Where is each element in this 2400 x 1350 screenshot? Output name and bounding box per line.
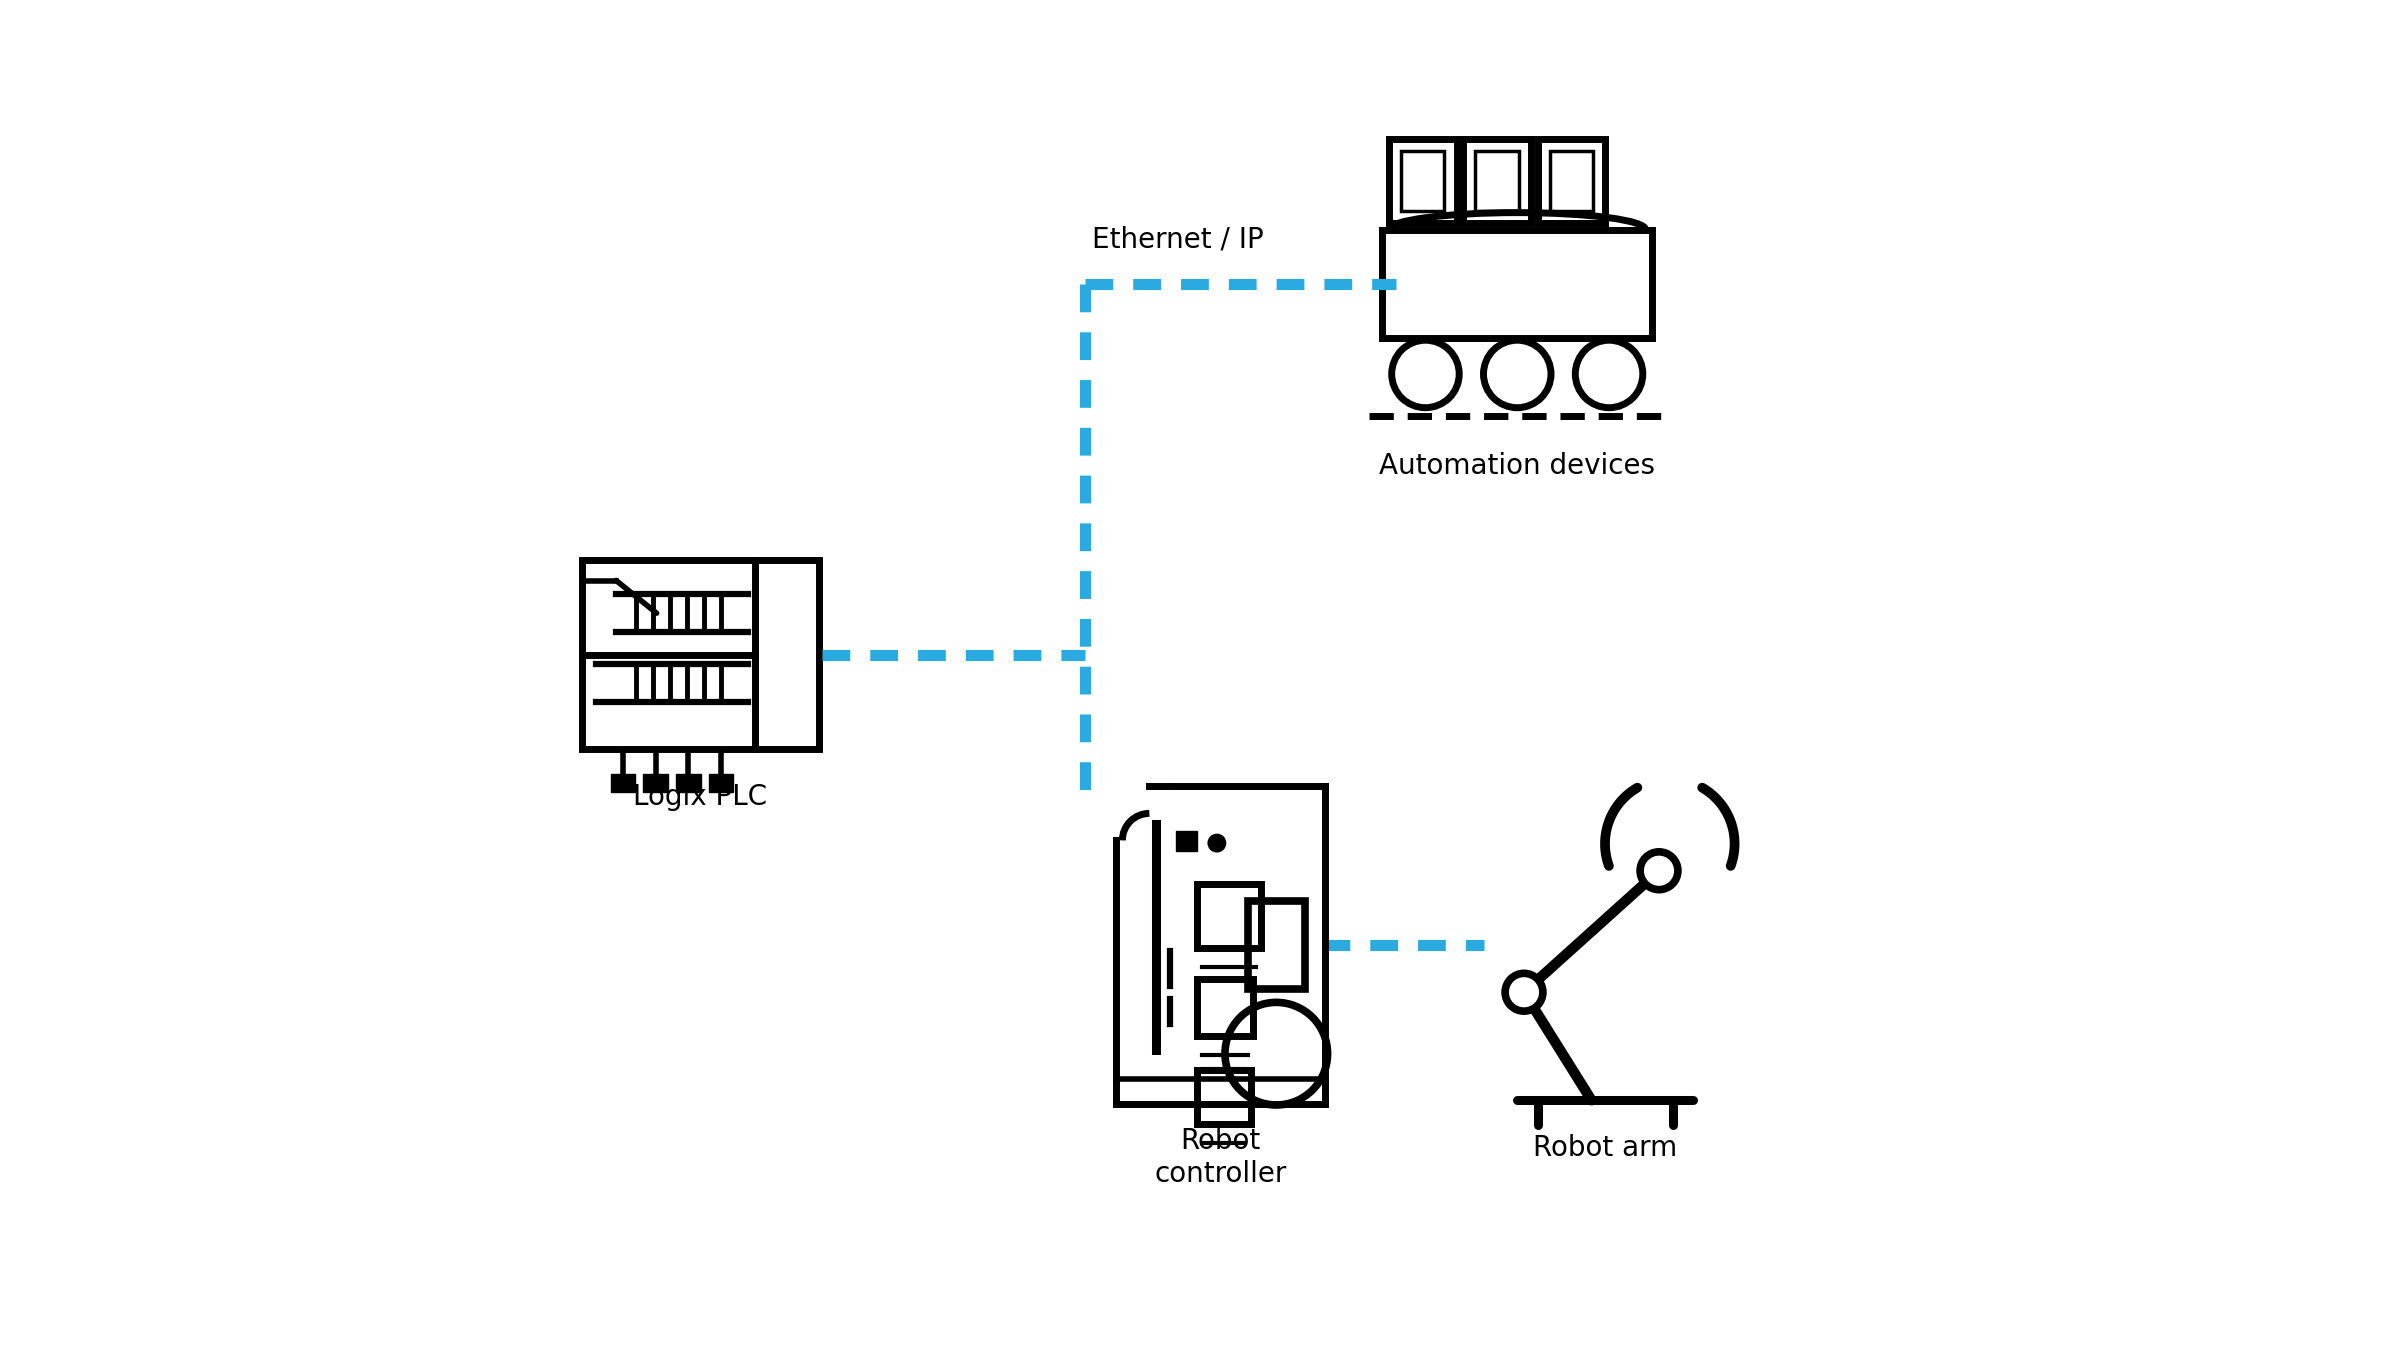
Bar <box>708 774 734 792</box>
Circle shape <box>1639 852 1678 890</box>
Circle shape <box>1207 833 1226 853</box>
Bar <box>610 774 636 792</box>
Bar <box>583 560 818 749</box>
Bar <box>1198 1069 1250 1123</box>
Bar <box>1402 151 1445 211</box>
Text: Robot
controller: Robot controller <box>1154 1127 1286 1188</box>
Text: Robot arm: Robot arm <box>1534 1134 1678 1162</box>
Bar <box>1176 830 1198 852</box>
Bar <box>1248 902 1306 988</box>
Bar <box>1382 230 1651 338</box>
Bar <box>1464 139 1531 223</box>
Circle shape <box>1505 973 1543 1011</box>
Bar <box>1198 884 1262 948</box>
Bar <box>1538 139 1606 223</box>
Bar <box>1198 980 1253 1037</box>
Bar <box>1476 151 1519 211</box>
Text: Ethernet / IP: Ethernet / IP <box>1092 225 1265 254</box>
Bar <box>643 774 667 792</box>
Bar <box>1550 151 1594 211</box>
Bar <box>677 774 701 792</box>
Bar <box>1390 139 1457 223</box>
Text: Automation devices: Automation devices <box>1380 452 1656 481</box>
Text: Logix PLC: Logix PLC <box>634 783 768 811</box>
